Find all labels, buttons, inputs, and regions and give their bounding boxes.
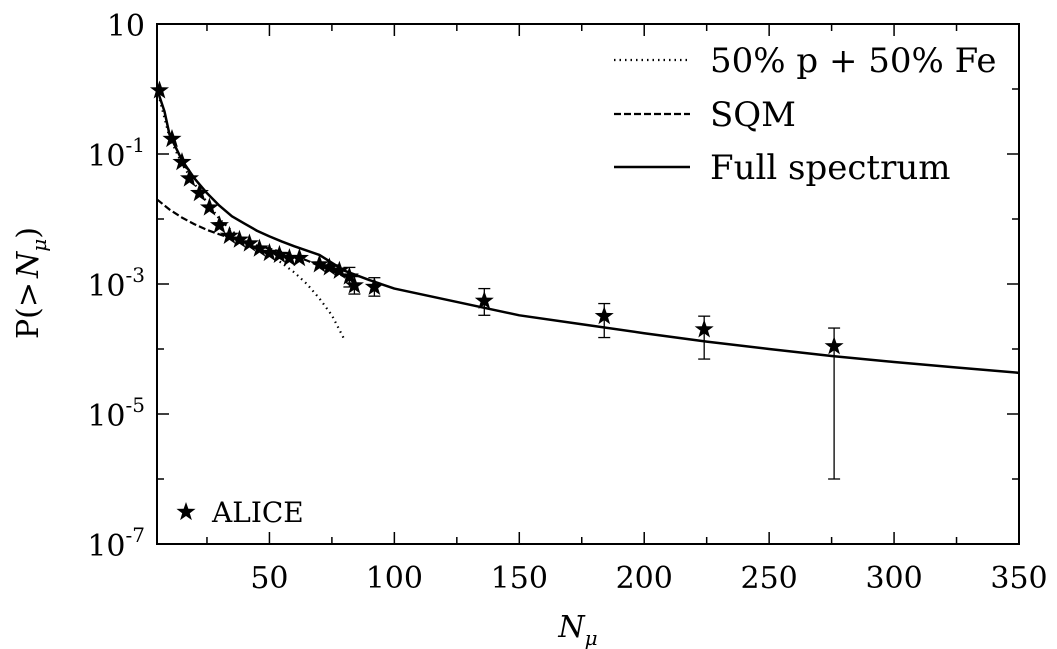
legend-label-sqm: SQM [710, 95, 796, 135]
alice-point [474, 290, 494, 309]
y-axis-label-n: N [11, 250, 46, 279]
y-axis-label-close: ) [11, 227, 46, 239]
y-tick-label: 10-3 [87, 263, 145, 304]
y-tick-label-base: 10 [87, 399, 125, 434]
legend: 50% p + 50% Fe SQM Full spectrum [614, 41, 996, 188]
x-tick-label: 50 [250, 561, 288, 596]
y-tick-label-exponent: -5 [126, 393, 145, 417]
x-tick-label: 200 [616, 561, 673, 596]
y-tick-label: 10-5 [87, 393, 145, 434]
x-tick-label: 150 [491, 561, 548, 596]
alice-point [329, 260, 349, 279]
alice-point [149, 80, 170, 99]
y-tick-label-base: 10 [87, 529, 125, 564]
plot-frame [156, 23, 1020, 545]
alice-point [279, 248, 299, 267]
series-line-mix [155, 88, 346, 341]
y-tick-label-exponent: -7 [126, 523, 145, 547]
alice-legend: ALICE [176, 496, 304, 529]
x-axis-label: Nμ [557, 610, 597, 649]
alice-point [289, 248, 309, 267]
alice-point [239, 233, 259, 252]
alice-legend-star-shape [176, 502, 196, 521]
y-axis-label-p: P(> [11, 282, 46, 339]
alice-point [209, 215, 229, 234]
y-axis-label: P(> Nμ) [11, 227, 51, 339]
x-tick-label: 100 [366, 561, 423, 596]
alice-point [249, 238, 269, 257]
alice-legend-label: ALICE [211, 496, 304, 529]
x-axis-label-sub: μ [585, 626, 598, 649]
y-axis-label-sub: μ [27, 239, 51, 252]
series-layer [155, 88, 1020, 375]
alice-point [162, 129, 182, 148]
y-tick-label-base: 10 [87, 269, 125, 304]
alice-point [172, 152, 192, 171]
legend-label-mix: 50% p + 50% Fe [710, 41, 996, 81]
alice-point [259, 242, 279, 262]
x-tick-label: 350 [990, 561, 1047, 596]
alice-point [364, 276, 384, 296]
alice-point [594, 306, 614, 325]
plot-border [156, 23, 1020, 545]
alice-point [694, 319, 714, 338]
alice-points [149, 80, 844, 480]
y-tick-label-exponent: -1 [126, 133, 145, 157]
alice-point [319, 257, 339, 276]
alice-point [344, 275, 364, 294]
alice-point [179, 168, 199, 187]
y-tick-label: 10 [107, 9, 145, 44]
x-axis: 50 100 150 200 250 300 350 [206, 24, 1048, 596]
alice-point [269, 244, 289, 264]
legend-label-full: Full spectrum [710, 148, 950, 188]
alice-point [339, 266, 359, 285]
y-tick-label: 10-1 [87, 133, 145, 174]
y-tick-label-exponent: -3 [126, 263, 145, 287]
alice-point [309, 254, 329, 273]
alice-point [229, 229, 249, 248]
alice-point [824, 336, 844, 355]
alice-point [189, 183, 209, 202]
y-tick-label-base: 10 [87, 139, 125, 174]
series-line-full [155, 88, 1020, 375]
y-tick-label: 10-7 [87, 523, 145, 564]
alice-legend-star-icon [176, 502, 196, 521]
alice-point [199, 197, 219, 216]
alice-point [219, 225, 239, 244]
y-tick-label-base: 10 [107, 9, 145, 44]
x-axis-label-main: N [557, 610, 586, 645]
x-tick-label: 250 [741, 561, 798, 596]
x-tick-label: 300 [865, 561, 922, 596]
